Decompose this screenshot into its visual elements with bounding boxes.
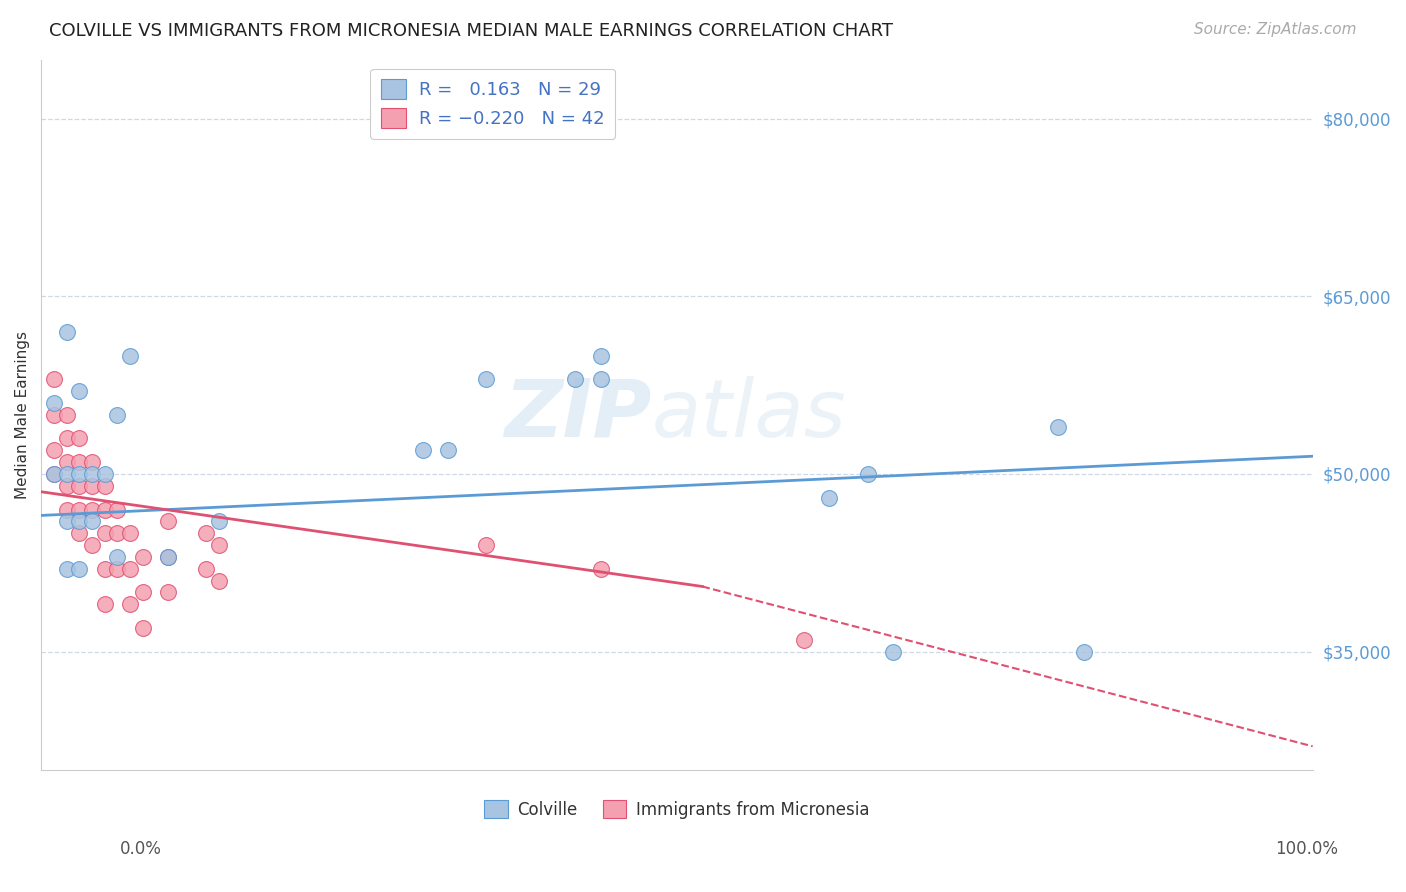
Point	[80, 467, 103, 481]
Point	[80, 514, 103, 528]
Point	[208, 574, 231, 588]
Legend: Colville, Immigrants from Micronesia: Colville, Immigrants from Micronesia	[478, 794, 876, 826]
Point	[120, 597, 142, 611]
Point	[55, 562, 77, 576]
Point	[67, 502, 90, 516]
Text: ZIP: ZIP	[505, 376, 651, 454]
Text: Source: ZipAtlas.com: Source: ZipAtlas.com	[1194, 22, 1357, 37]
Point	[67, 467, 90, 481]
Point	[80, 502, 103, 516]
Point	[55, 325, 77, 339]
Point	[67, 384, 90, 398]
Point	[67, 432, 90, 446]
Point	[55, 432, 77, 446]
Point	[80, 538, 103, 552]
Point	[42, 372, 65, 386]
Point	[132, 549, 155, 564]
Text: COLVILLE VS IMMIGRANTS FROM MICRONESIA MEDIAN MALE EARNINGS CORRELATION CHART: COLVILLE VS IMMIGRANTS FROM MICRONESIA M…	[49, 22, 893, 40]
Point	[132, 585, 155, 599]
Point	[55, 455, 77, 469]
Point	[195, 562, 218, 576]
Point	[107, 408, 129, 422]
Point	[589, 372, 612, 386]
Point	[55, 467, 77, 481]
Point	[93, 597, 115, 611]
Point	[67, 562, 90, 576]
Point	[55, 514, 77, 528]
Point	[589, 349, 612, 363]
Point	[818, 491, 841, 505]
Point	[67, 479, 90, 493]
Point	[42, 467, 65, 481]
Point	[107, 526, 129, 541]
Point	[93, 562, 115, 576]
Point	[1073, 644, 1095, 658]
Point	[437, 443, 460, 458]
Point	[132, 621, 155, 635]
Point	[67, 455, 90, 469]
Point	[107, 549, 129, 564]
Point	[208, 538, 231, 552]
Point	[80, 479, 103, 493]
Point	[93, 467, 115, 481]
Point	[80, 455, 103, 469]
Point	[93, 479, 115, 493]
Point	[475, 538, 498, 552]
Point	[120, 349, 142, 363]
Text: atlas: atlas	[651, 376, 846, 454]
Point	[120, 562, 142, 576]
Point	[120, 526, 142, 541]
Point	[157, 549, 180, 564]
Point	[67, 526, 90, 541]
Point	[157, 514, 180, 528]
Point	[793, 632, 815, 647]
Point	[195, 526, 218, 541]
Point	[55, 502, 77, 516]
Point	[42, 467, 65, 481]
Point	[107, 502, 129, 516]
Point	[475, 372, 498, 386]
Point	[67, 514, 90, 528]
Point	[589, 562, 612, 576]
Text: 0.0%: 0.0%	[120, 840, 162, 858]
Point	[42, 443, 65, 458]
Point	[42, 408, 65, 422]
Point	[1047, 419, 1070, 434]
Point	[412, 443, 434, 458]
Point	[157, 549, 180, 564]
Point	[564, 372, 586, 386]
Point	[157, 585, 180, 599]
Point	[42, 396, 65, 410]
Point	[107, 562, 129, 576]
Point	[208, 514, 231, 528]
Text: 100.0%: 100.0%	[1275, 840, 1339, 858]
Y-axis label: Median Male Earnings: Median Male Earnings	[15, 331, 30, 499]
Point	[55, 479, 77, 493]
Point	[93, 526, 115, 541]
Point	[856, 467, 879, 481]
Point	[93, 502, 115, 516]
Point	[55, 408, 77, 422]
Point	[882, 644, 904, 658]
